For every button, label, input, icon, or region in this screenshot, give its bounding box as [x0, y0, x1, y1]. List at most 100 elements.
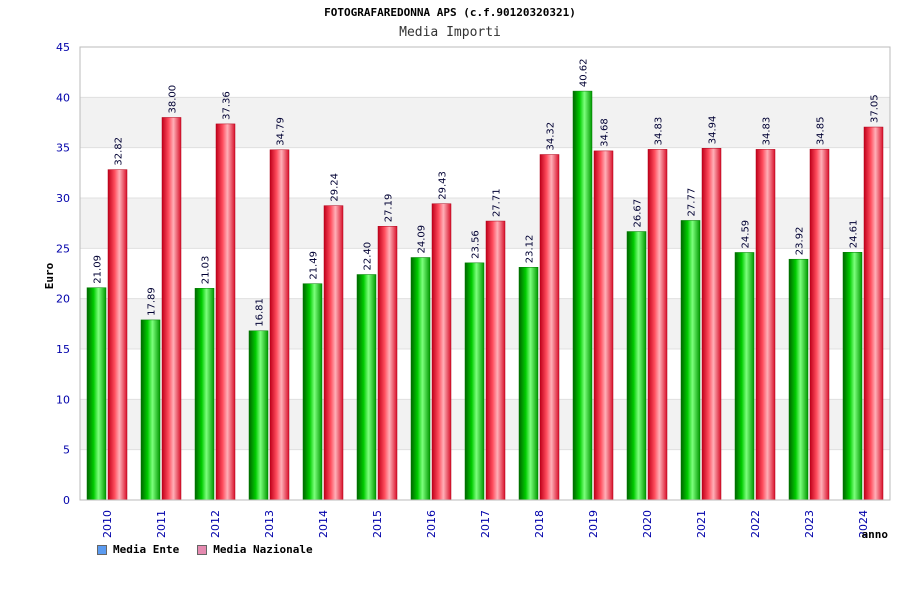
bar-nazionale: [485, 220, 506, 501]
y-tick-label: 15: [56, 343, 70, 356]
bars: [86, 90, 884, 501]
y-tick-label: 20: [56, 293, 70, 306]
bar-value-label: 23.12: [525, 235, 536, 264]
x-tick-label: 2016: [425, 510, 438, 538]
x-axis-label: anno: [862, 528, 889, 541]
x-tick-label: 2015: [371, 510, 384, 538]
bar-value-label: 34.79: [276, 117, 287, 146]
bar-nazionale: [701, 148, 722, 501]
x-tick-label: 2023: [803, 510, 816, 538]
bar-value-label: 22.40: [363, 242, 374, 271]
x-tick-label: 2012: [209, 510, 222, 538]
bar-value-label: 29.24: [330, 173, 341, 202]
bar-value-label: 34.68: [600, 118, 611, 147]
bar-value-label: 29.43: [438, 171, 449, 200]
bar-value-label: 24.61: [849, 220, 860, 249]
chart-title: FOTOGRAFAREDONNA APS (c.f.90120320321): [324, 6, 576, 19]
legend-item-nazionale: Media Nazionale: [197, 543, 313, 556]
bar-ente: [518, 267, 539, 501]
grid-bands: [80, 97, 890, 450]
bar-ente: [248, 330, 269, 501]
legend-swatch-nazionale: [197, 544, 208, 555]
bar-ente: [302, 283, 323, 501]
bar-nazionale: [107, 169, 128, 501]
legend-label-nazionale: Media Nazionale: [213, 543, 313, 556]
bar-ente: [788, 258, 809, 501]
bar-nazionale: [323, 205, 344, 501]
bar-nazionale: [377, 226, 398, 501]
bar-value-label: 23.56: [471, 230, 482, 259]
bar-value-label: 17.89: [146, 287, 157, 316]
bar-value-label: 34.85: [816, 117, 827, 146]
bar-nazionale: [431, 203, 452, 501]
x-tick-label: 2010: [101, 510, 114, 538]
bar-value-label: 21.03: [201, 256, 212, 285]
bar-ente: [86, 287, 107, 501]
bar-nazionale: [755, 149, 776, 501]
y-tick-label: 5: [63, 444, 70, 457]
bar-ente: [734, 252, 755, 501]
bar-data-labels: 21.09 32.82 17.89 38.00 21.03 37.36 16.81 34.79…: [93, 58, 881, 326]
bar-ente: [194, 288, 215, 501]
bar-nazionale: [161, 117, 182, 501]
bar-value-label: 34.83: [654, 117, 665, 146]
bar-value-label: 34.32: [546, 122, 557, 151]
y-tick-label: 30: [56, 192, 70, 205]
y-tick-label: 25: [56, 242, 70, 255]
grid-band: [80, 198, 890, 249]
y-tick-label: 10: [56, 393, 70, 406]
bar-value-label: 37.36: [222, 91, 233, 120]
bar-value-label: 38.00: [168, 85, 179, 114]
x-tick-label: 2021: [695, 510, 708, 538]
y-axis-ticks: 0 5 10 15 20 25 30 35 40 45: [56, 41, 70, 507]
bar-value-label: 34.83: [762, 117, 773, 146]
bar-nazionale: [809, 148, 830, 501]
bar-value-label: 24.09: [417, 225, 428, 254]
y-axis-label: Euro: [43, 262, 56, 289]
bar-value-label: 27.77: [687, 188, 698, 217]
legend: Media Ente Media Nazionale: [97, 543, 313, 556]
bar-ente: [572, 90, 593, 501]
grid-band: [80, 298, 890, 349]
bar-value-label: 26.67: [633, 199, 644, 228]
bar-value-label: 21.09: [93, 255, 104, 284]
y-tick-label: 45: [56, 41, 70, 54]
x-tick-label: 2020: [641, 510, 654, 538]
bar-nazionale: [647, 149, 668, 501]
chart-subtitle: Media Importi: [399, 25, 501, 40]
x-tick-label: 2019: [587, 510, 600, 538]
grid-band: [80, 97, 890, 148]
bar-ente: [842, 252, 863, 501]
x-tick-label: 2022: [749, 510, 762, 538]
bar-ente: [464, 262, 485, 501]
y-tick-label: 35: [56, 142, 70, 155]
x-tick-label: 2024: [857, 510, 870, 538]
bar-ente: [626, 231, 647, 501]
x-tick-label: 2018: [533, 510, 546, 538]
bar-value-label: 34.94: [708, 116, 719, 145]
x-tick-label: 2017: [479, 510, 492, 538]
bar-nazionale: [539, 154, 560, 501]
plot-border: [79, 46, 891, 501]
bar-value-label: 23.92: [795, 227, 806, 256]
bar-value-label: 16.81: [255, 298, 266, 327]
y-tick-label: 0: [63, 494, 70, 507]
x-tick-label: 2014: [317, 510, 330, 538]
bar-ente: [140, 319, 161, 501]
bar-value-label: 27.71: [492, 188, 503, 217]
legend-swatch-ente: [97, 544, 107, 555]
legend-label-ente: Media Ente: [113, 543, 180, 556]
x-axis-ticks: 2010 2011 2012 2013 2014 2015 2016 2017 2018 2019…: [101, 510, 870, 538]
x-tick-label: 2011: [155, 510, 168, 538]
grid-band: [80, 399, 890, 450]
bar-ente: [680, 220, 701, 501]
bar-value-label: 37.05: [870, 94, 881, 123]
bar-ente: [410, 257, 431, 501]
bar-nazionale: [593, 150, 614, 501]
bar-nazionale: [269, 149, 290, 501]
bar-nazionale: [215, 123, 236, 501]
bar-nazionale: [863, 126, 884, 501]
legend-item-ente: Media Ente: [97, 543, 179, 556]
